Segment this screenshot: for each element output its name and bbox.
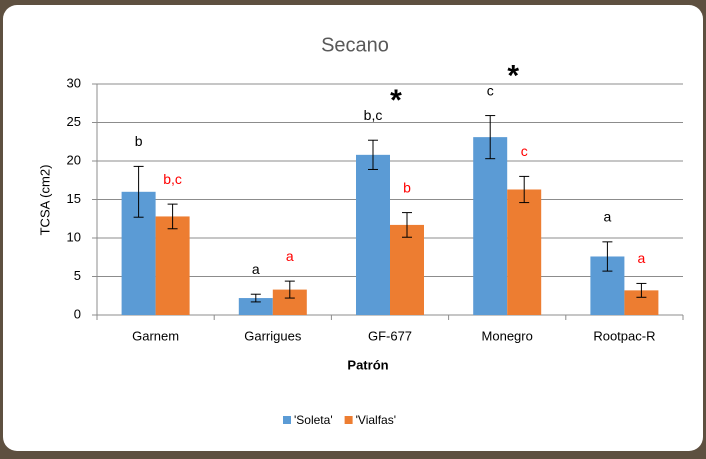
error-bar (519, 175, 530, 204)
x-tick-label: Rootpac-R (593, 328, 655, 343)
bar (390, 224, 424, 315)
y-tick-label: 15 (67, 191, 81, 206)
y-axis-label: TCSA (cm2) (37, 165, 52, 236)
x-tick-label: Monegro (482, 328, 533, 343)
bar (356, 154, 390, 315)
chart-panel (3, 5, 703, 451)
error-bar (133, 165, 144, 218)
y-tick-label: 5 (74, 268, 81, 283)
significance-asterisk: * (507, 59, 519, 92)
significance-letter: b,c (364, 107, 383, 123)
error-bar (284, 280, 295, 299)
bar (238, 298, 273, 315)
y-tick-label: 10 (67, 229, 81, 244)
bar (507, 189, 542, 315)
significance-letter: c (487, 82, 494, 98)
bar (155, 216, 190, 315)
error-bar (167, 203, 178, 230)
error-bar (250, 293, 261, 303)
error-bar (402, 212, 412, 238)
y-tick-label: 25 (67, 114, 81, 129)
y-tick-label: 20 (67, 152, 81, 167)
x-tick-label: GF-677 (368, 328, 412, 343)
significance-letter: a (638, 250, 646, 266)
bar (473, 137, 508, 315)
legend-label: 'Vialfas' (356, 413, 396, 427)
significance-asterisk: * (390, 84, 402, 117)
y-tick-label: 30 (67, 75, 81, 90)
x-tick-label: Garnem (132, 328, 179, 343)
legend-swatch (283, 416, 291, 424)
significance-letter: b (135, 133, 143, 149)
legend-swatch (344, 416, 353, 424)
y-tick-label: 0 (74, 306, 81, 321)
significance-letter: c (521, 143, 528, 159)
error-bar (602, 241, 613, 272)
error-bar (636, 282, 647, 298)
legend-label: 'Soleta' (294, 413, 333, 427)
significance-letter: a (604, 209, 612, 225)
x-tick-label: Garrigues (244, 328, 302, 343)
chart-title: Secano (321, 34, 389, 56)
x-axis-label: Patrón (347, 357, 388, 372)
significance-letter: b (403, 179, 411, 195)
error-bar (485, 115, 496, 160)
significance-letter: a (252, 261, 260, 277)
significance-letter: a (286, 248, 294, 264)
error-bar (368, 139, 378, 170)
significance-letter: b,c (163, 171, 182, 187)
